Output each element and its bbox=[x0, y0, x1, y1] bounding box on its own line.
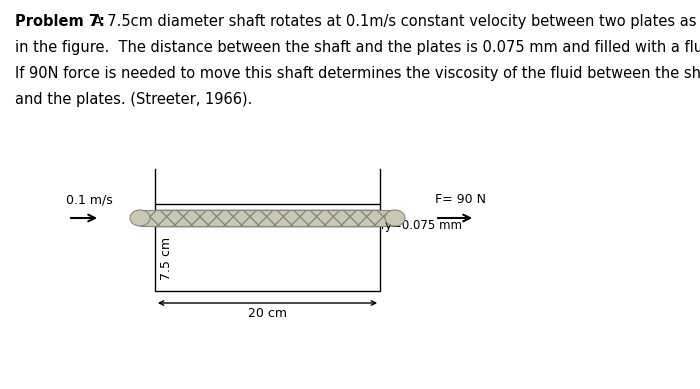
Ellipse shape bbox=[130, 210, 150, 226]
Text: F= 90 N: F= 90 N bbox=[435, 193, 486, 206]
Text: 20 cm: 20 cm bbox=[248, 307, 287, 320]
Bar bbox=[140, 210, 395, 226]
Text: If 90N force is needed to move this shaft determines the viscosity of the fluid : If 90N force is needed to move this shaf… bbox=[15, 66, 700, 81]
Bar bbox=[155, 226, 380, 291]
Text: 0.1 m/s: 0.1 m/s bbox=[66, 193, 113, 206]
Text: 7.5 cm: 7.5 cm bbox=[160, 237, 174, 280]
Text: in the figure.  The distance between the shaft and the plates is 0.075 mm and fi: in the figure. The distance between the … bbox=[15, 40, 700, 55]
Text: Problem 7:: Problem 7: bbox=[15, 14, 105, 29]
Ellipse shape bbox=[385, 210, 405, 226]
Text: y=0.075 mm: y=0.075 mm bbox=[385, 219, 462, 231]
Text: and the plates. (Streeter, 1966).: and the plates. (Streeter, 1966). bbox=[15, 92, 253, 107]
Bar bbox=[155, 204, 380, 210]
Text: A 7.5cm diameter shaft rotates at 0.1m/s constant velocity between two plates as: A 7.5cm diameter shaft rotates at 0.1m/s… bbox=[88, 14, 696, 29]
